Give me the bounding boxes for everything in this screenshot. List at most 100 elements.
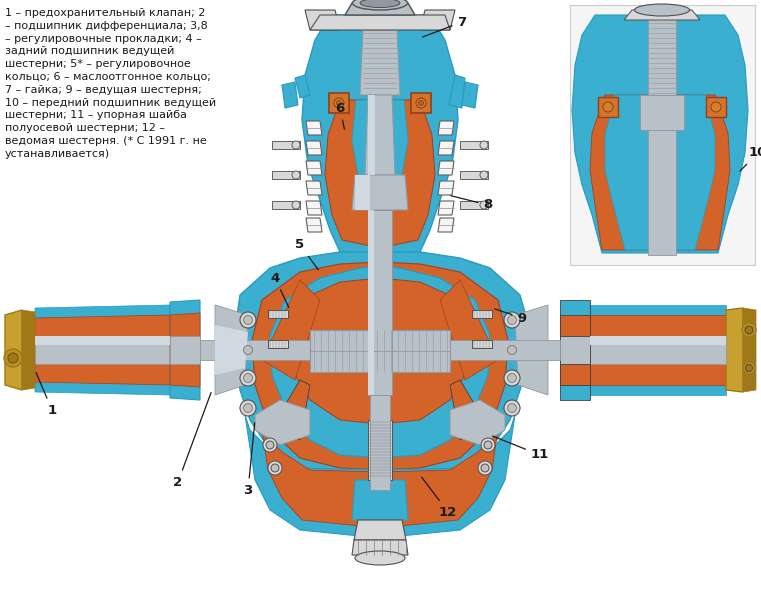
Polygon shape bbox=[449, 75, 465, 108]
Polygon shape bbox=[352, 175, 408, 210]
Polygon shape bbox=[438, 181, 454, 195]
Polygon shape bbox=[590, 315, 726, 385]
Ellipse shape bbox=[508, 404, 517, 413]
Polygon shape bbox=[35, 336, 170, 364]
Polygon shape bbox=[605, 95, 715, 250]
Polygon shape bbox=[438, 121, 454, 135]
Ellipse shape bbox=[240, 370, 256, 386]
Ellipse shape bbox=[603, 102, 613, 112]
Polygon shape bbox=[624, 10, 700, 20]
Ellipse shape bbox=[271, 464, 279, 472]
Polygon shape bbox=[200, 340, 310, 360]
Bar bbox=[411, 93, 431, 113]
Polygon shape bbox=[438, 201, 454, 215]
Polygon shape bbox=[252, 262, 508, 470]
Text: 1 – предохранительный клапан; 2
– подшипник дифференциала; 3,8
– регулировочные : 1 – предохранительный клапан; 2 – подшип… bbox=[5, 8, 216, 159]
Polygon shape bbox=[354, 520, 406, 540]
Polygon shape bbox=[440, 280, 498, 380]
Ellipse shape bbox=[360, 0, 400, 8]
Ellipse shape bbox=[480, 201, 488, 209]
Bar bbox=[598, 97, 618, 117]
Ellipse shape bbox=[419, 101, 424, 105]
Polygon shape bbox=[235, 250, 530, 480]
Ellipse shape bbox=[746, 365, 753, 372]
Ellipse shape bbox=[480, 171, 488, 179]
Ellipse shape bbox=[244, 404, 253, 413]
Bar bbox=[268, 340, 288, 348]
Text: 1: 1 bbox=[36, 372, 56, 417]
Text: 9: 9 bbox=[495, 309, 527, 324]
Polygon shape bbox=[438, 141, 454, 155]
Polygon shape bbox=[560, 300, 590, 400]
Polygon shape bbox=[170, 336, 200, 364]
Ellipse shape bbox=[263, 438, 277, 452]
Polygon shape bbox=[5, 310, 22, 390]
Bar bbox=[570, 5, 755, 265]
Text: 6: 6 bbox=[336, 101, 345, 129]
Bar bbox=[460, 171, 488, 179]
Polygon shape bbox=[590, 95, 730, 250]
Polygon shape bbox=[306, 218, 322, 232]
Polygon shape bbox=[352, 540, 408, 555]
Polygon shape bbox=[245, 415, 515, 538]
Ellipse shape bbox=[743, 362, 755, 374]
Polygon shape bbox=[288, 278, 472, 424]
Ellipse shape bbox=[484, 441, 492, 449]
Polygon shape bbox=[310, 330, 450, 372]
Polygon shape bbox=[270, 380, 310, 440]
Polygon shape bbox=[743, 308, 756, 392]
Ellipse shape bbox=[4, 349, 22, 367]
Polygon shape bbox=[450, 400, 505, 445]
Polygon shape bbox=[352, 100, 408, 208]
Polygon shape bbox=[572, 15, 748, 253]
Polygon shape bbox=[262, 280, 320, 380]
Bar bbox=[706, 97, 726, 117]
Polygon shape bbox=[370, 390, 390, 420]
Polygon shape bbox=[306, 201, 322, 215]
Ellipse shape bbox=[480, 141, 488, 149]
Bar bbox=[268, 310, 288, 318]
Bar bbox=[648, 15, 676, 255]
Bar bbox=[472, 310, 492, 318]
Ellipse shape bbox=[745, 326, 753, 334]
Ellipse shape bbox=[240, 342, 256, 358]
Text: 5: 5 bbox=[295, 239, 318, 270]
Ellipse shape bbox=[292, 201, 300, 209]
Polygon shape bbox=[302, 15, 458, 252]
Polygon shape bbox=[306, 161, 322, 175]
Bar bbox=[272, 171, 300, 179]
Ellipse shape bbox=[336, 101, 342, 105]
Bar bbox=[329, 93, 349, 113]
Polygon shape bbox=[170, 300, 200, 400]
Ellipse shape bbox=[266, 441, 274, 449]
Polygon shape bbox=[306, 121, 322, 135]
Ellipse shape bbox=[504, 400, 520, 416]
Polygon shape bbox=[726, 308, 743, 392]
Ellipse shape bbox=[635, 4, 689, 16]
Bar bbox=[272, 201, 300, 209]
Ellipse shape bbox=[268, 461, 282, 475]
Text: 3: 3 bbox=[244, 423, 255, 497]
Polygon shape bbox=[260, 415, 500, 528]
Polygon shape bbox=[282, 82, 298, 108]
Ellipse shape bbox=[504, 312, 520, 328]
Bar bbox=[368, 420, 392, 480]
Ellipse shape bbox=[352, 0, 407, 10]
Polygon shape bbox=[560, 315, 590, 385]
Polygon shape bbox=[368, 95, 375, 175]
Ellipse shape bbox=[240, 400, 256, 416]
Polygon shape bbox=[590, 336, 726, 345]
Ellipse shape bbox=[508, 316, 517, 324]
Bar bbox=[460, 141, 488, 149]
Ellipse shape bbox=[508, 346, 517, 355]
Text: 12: 12 bbox=[422, 477, 457, 519]
Polygon shape bbox=[35, 315, 170, 385]
Ellipse shape bbox=[355, 551, 405, 565]
Polygon shape bbox=[462, 82, 478, 108]
Text: 11: 11 bbox=[492, 436, 549, 462]
Polygon shape bbox=[325, 100, 435, 248]
Polygon shape bbox=[306, 141, 322, 155]
Polygon shape bbox=[450, 380, 490, 440]
Ellipse shape bbox=[478, 461, 492, 475]
Polygon shape bbox=[368, 210, 374, 395]
